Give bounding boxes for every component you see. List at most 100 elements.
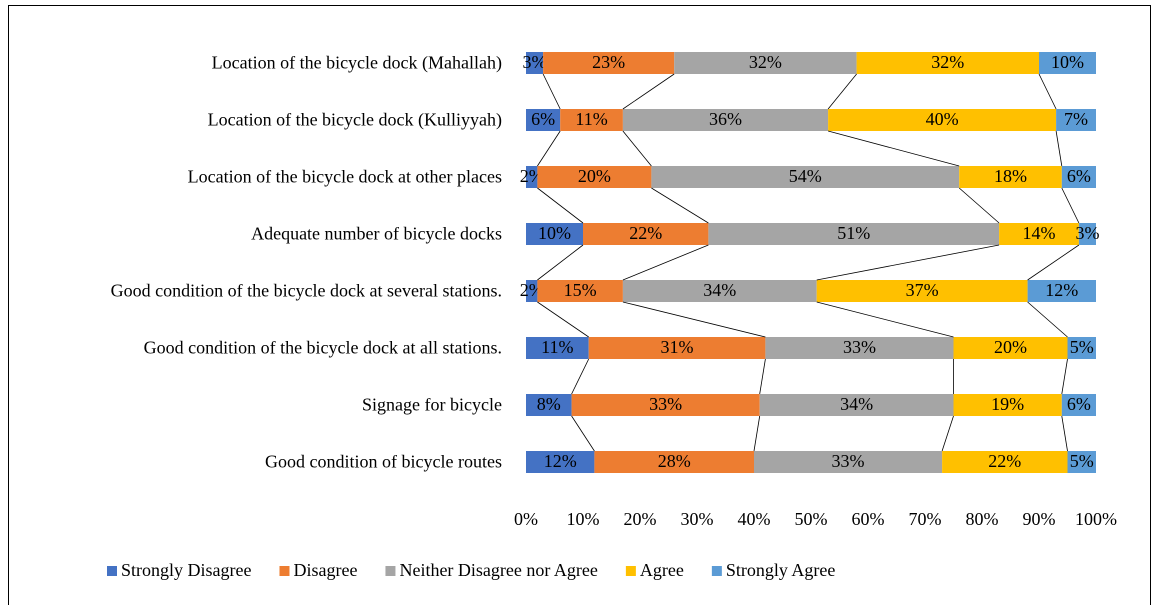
data-label: 5% (1070, 337, 1094, 357)
bar-segment (1061, 166, 1096, 188)
bar-segment (594, 451, 754, 473)
bar-segment (526, 451, 595, 473)
series-line (816, 244, 1000, 281)
series-line (622, 244, 709, 281)
data-label: 22% (629, 223, 662, 243)
data-label: 7% (1064, 109, 1088, 129)
bar-segment (999, 223, 1079, 245)
bar-segment (543, 52, 675, 74)
data-label: 22% (988, 451, 1021, 471)
data-label: 3% (523, 52, 547, 72)
category-label-box: Location of the bicycle dock (Mahallah) (12, 53, 502, 74)
data-label: 6% (1067, 394, 1091, 414)
y-tick-label: Signage for bicycle (362, 394, 502, 415)
bar-segment (1061, 394, 1096, 416)
x-tick-label: 80% (966, 509, 999, 529)
data-label: 54% (789, 166, 822, 186)
data-label: 10% (538, 223, 571, 243)
x-tick-label: 70% (909, 509, 942, 529)
bar-segment (651, 166, 960, 188)
data-label: 40% (926, 109, 959, 129)
frame (8, 5, 1151, 605)
data-label: 51% (837, 223, 870, 243)
category-label-box: Location of the bicycle dock at other pl… (12, 167, 502, 188)
bar-segment (959, 166, 1062, 188)
category-label-box: Adequate number of bicycle docks (12, 224, 502, 245)
data-label: 11% (541, 337, 573, 357)
data-label: 12% (1045, 280, 1078, 300)
bar-segment (953, 337, 1068, 359)
bar-segment (708, 223, 1000, 245)
bar-segment (526, 109, 561, 131)
data-label: 28% (658, 451, 691, 471)
category-label-box: Good condition of bicycle routes (12, 452, 502, 473)
x-tick-label: 100% (1075, 509, 1117, 529)
data-label: 36% (709, 109, 742, 129)
x-tick-label: 50% (795, 509, 828, 529)
series-line (542, 73, 561, 110)
bar-segment (526, 337, 589, 359)
data-label: 10% (1051, 52, 1084, 72)
x-tick-label: 10% (567, 509, 600, 529)
bar-segment (588, 337, 766, 359)
data-label: 31% (661, 337, 694, 357)
series-line (537, 130, 561, 167)
bar-segment (754, 451, 943, 473)
data-label: 32% (931, 52, 964, 72)
data-label: 12% (544, 451, 577, 471)
category-label-box: Good condition of the bicycle dock at se… (12, 281, 502, 302)
data-label: 23% (592, 52, 625, 72)
series-line (537, 244, 584, 281)
data-label: 20% (578, 166, 611, 186)
y-tick-label: Good condition of the bicycle dock at se… (110, 280, 502, 301)
y-tick-label: Location of the bicycle dock at other pl… (187, 166, 502, 187)
bar-segment (759, 394, 954, 416)
legend-swatch (711, 566, 722, 576)
bar-segment (1067, 337, 1096, 359)
series-line (1027, 244, 1080, 281)
legend-label: Disagree (293, 560, 357, 580)
series-line (816, 301, 954, 338)
bar-segment (765, 337, 954, 359)
series-line (571, 415, 595, 452)
bar-segment (583, 223, 709, 245)
legend-label: Neither Disagree nor Agree (399, 560, 597, 580)
y-tick-label: Good condition of bicycle routes (265, 451, 502, 472)
category-label-box: Signage for bicycle (12, 395, 502, 416)
bar-segment (537, 280, 623, 302)
series-line (571, 358, 590, 395)
series-line (1061, 358, 1068, 395)
series-line (622, 73, 675, 110)
x-tick-label: 0% (514, 509, 538, 529)
series-line (1061, 187, 1080, 224)
bar-segment (674, 52, 857, 74)
data-label: 33% (649, 394, 682, 414)
data-label: 18% (994, 166, 1027, 186)
data-label: 6% (531, 109, 555, 129)
bar-segment (526, 280, 538, 302)
y-tick-label: Adequate number of bicycle docks (251, 223, 502, 244)
legend-label: Strongly Agree (726, 560, 836, 580)
series-line (622, 301, 766, 338)
data-label: 32% (749, 52, 782, 72)
data-label: 6% (1067, 166, 1091, 186)
bar-segment (816, 280, 1028, 302)
legend-swatch (279, 566, 290, 576)
bar-segment (856, 52, 1039, 74)
y-tick-label: Good condition of the bicycle dock at al… (143, 337, 502, 358)
series-line (827, 130, 960, 167)
y-tick-label: Location of the bicycle dock (Mahallah) (211, 52, 502, 73)
data-label: 34% (840, 394, 873, 414)
data-label: 20% (994, 337, 1027, 357)
data-label: 3% (1075, 223, 1099, 243)
series-line (1061, 415, 1068, 452)
series-line (827, 73, 857, 110)
series-line (537, 187, 584, 224)
data-label: 14% (1023, 223, 1056, 243)
bar-segment (828, 109, 1057, 131)
series-line (622, 130, 652, 167)
bar-segment (526, 166, 538, 188)
x-tick-label: 40% (738, 509, 771, 529)
x-tick-label: 60% (852, 509, 885, 529)
